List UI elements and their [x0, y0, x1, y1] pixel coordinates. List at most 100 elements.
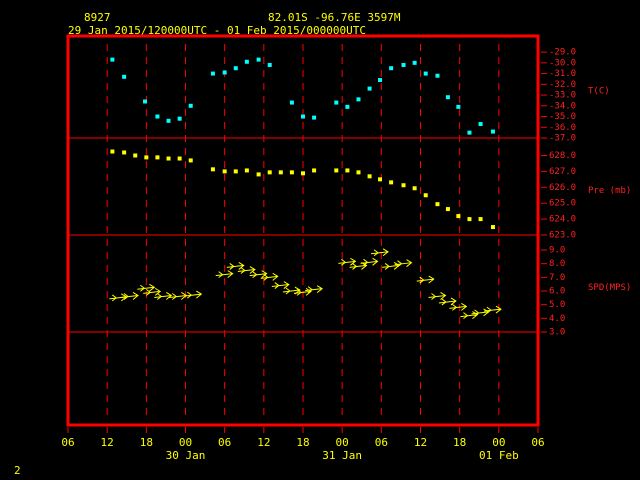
x-tick-label: 06	[218, 436, 231, 449]
data-point	[435, 202, 440, 207]
y-tick-label: 624.0	[549, 215, 576, 225]
data-point	[110, 149, 115, 154]
wind-arrow	[184, 290, 203, 299]
data-point	[278, 170, 283, 175]
wind-arrow	[416, 275, 435, 284]
data-point	[478, 217, 483, 222]
data-point	[233, 169, 238, 174]
data-point	[423, 193, 428, 198]
wind-arrow	[215, 270, 234, 279]
data-point	[244, 59, 249, 64]
data-point	[356, 170, 361, 175]
data-point	[222, 70, 227, 75]
data-point	[478, 122, 483, 127]
y-tick-label: -33.0	[549, 91, 576, 101]
data-point	[389, 66, 394, 71]
y-tick-label: -30.0	[549, 58, 576, 68]
data-point	[401, 62, 406, 67]
x-tick-label: 00	[492, 436, 505, 449]
y-tick-label: -36.0	[549, 123, 576, 133]
data-point	[334, 100, 339, 105]
wind-arrow	[226, 261, 245, 270]
wind-arrow	[449, 302, 468, 311]
y-tick-label: 3.0	[549, 328, 565, 338]
x-tick-label: 18	[296, 436, 309, 449]
axis-label: Pre (mb)	[588, 186, 631, 196]
x-tick-label: 06	[61, 436, 74, 449]
data-point	[267, 62, 272, 67]
date-label: 30 Jan	[166, 449, 206, 462]
footer-number: 2	[14, 464, 21, 477]
y-tick-label: -34.0	[549, 101, 576, 111]
data-point	[312, 168, 317, 173]
data-point	[177, 156, 182, 161]
data-point	[267, 170, 272, 175]
data-point	[188, 103, 193, 108]
wind-arrow	[338, 257, 357, 266]
wind-arrow	[120, 292, 139, 300]
wind-arrow	[305, 285, 323, 294]
data-point	[445, 207, 450, 212]
data-point	[210, 167, 215, 172]
data-point	[367, 174, 372, 179]
wind-arrow	[154, 292, 173, 300]
data-point	[389, 180, 394, 185]
data-point	[367, 86, 372, 91]
period: 29 Jan 2015/120000UTC - 01 Feb 2015/0000…	[68, 24, 366, 37]
x-tick-label: 06	[375, 436, 388, 449]
data-point	[122, 74, 127, 79]
data-point	[233, 66, 238, 71]
y-tick-label: 6.0	[549, 287, 565, 297]
data-point	[345, 168, 350, 173]
data-point	[312, 115, 317, 120]
wind-arrow	[237, 266, 256, 274]
date-label: 31 Jan	[322, 449, 362, 462]
station-id: 8927	[84, 11, 111, 24]
wind-arrow	[360, 257, 379, 266]
x-tick-label: 18	[453, 436, 466, 449]
data-point	[445, 95, 450, 100]
wind-arrow	[143, 287, 162, 296]
data-point	[222, 169, 227, 174]
y-tick-label: -35.0	[549, 112, 576, 122]
y-tick-label: -31.0	[549, 69, 576, 79]
x-tick-label: 12	[101, 436, 114, 449]
data-point	[467, 130, 472, 135]
data-point	[133, 153, 138, 158]
y-tick-label: 627.0	[549, 167, 576, 177]
data-point	[467, 217, 472, 222]
data-point	[256, 172, 261, 177]
data-point	[301, 171, 305, 176]
data-point	[378, 78, 383, 83]
wind-arrow	[428, 292, 447, 300]
station-location: 82.01S -96.76E 3597M	[268, 11, 401, 24]
y-tick-label: 5.0	[549, 300, 565, 310]
wind-arrow	[394, 259, 413, 268]
data-point	[334, 168, 339, 173]
wind-arrow	[460, 311, 479, 320]
x-tick-label: 18	[140, 436, 153, 449]
axis-label: SPD(MPS)	[588, 283, 631, 293]
wind-arrow	[137, 283, 156, 292]
data-point	[412, 186, 417, 191]
data-point	[401, 183, 406, 188]
x-tick-label: 06	[531, 436, 544, 449]
data-point	[166, 156, 171, 161]
y-tick-label: -32.0	[549, 80, 576, 90]
data-point	[144, 155, 149, 160]
data-point	[210, 71, 215, 76]
data-point	[289, 170, 294, 175]
data-point	[412, 60, 417, 65]
wind-arrow	[260, 272, 279, 281]
frame	[66, 34, 540, 427]
x-tick-label: 12	[257, 436, 270, 449]
y-tick-label: 623.0	[549, 231, 576, 241]
data-point	[122, 150, 127, 155]
y-tick-label: 8.0	[549, 259, 565, 269]
data-point	[435, 73, 440, 78]
data-point	[490, 225, 495, 230]
wind-arrow	[438, 297, 457, 306]
data-point	[143, 99, 148, 104]
